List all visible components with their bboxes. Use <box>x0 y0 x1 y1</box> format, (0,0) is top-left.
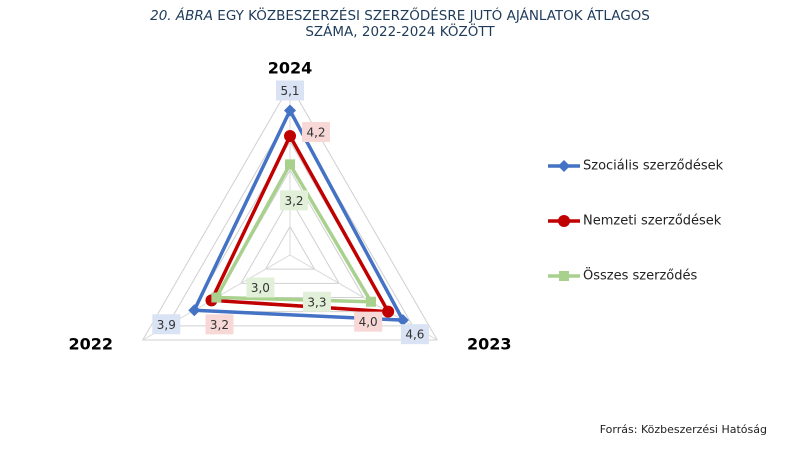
marker <box>382 305 395 318</box>
legend-label: Összes szerződés <box>583 267 697 284</box>
value-label: 3,2 <box>284 194 303 208</box>
value-label: 4,2 <box>306 126 325 140</box>
value-label: 3,0 <box>251 281 270 295</box>
marker <box>558 215 570 227</box>
marker <box>558 160 570 172</box>
legend-label: Nemzeti szerződések <box>583 214 722 229</box>
source: Forrás: Közbeszerzési Hatóság <box>600 423 767 436</box>
chart-title: 20. ÁBRA EGY KÖZBESZERZÉSI SZERZŐDÉSRE J… <box>150 8 650 40</box>
marker <box>285 159 295 170</box>
series-line <box>191 106 406 323</box>
marker <box>284 130 296 142</box>
category-label: 2023 <box>467 335 512 354</box>
label-box <box>302 122 330 142</box>
series-line <box>213 160 375 304</box>
grid-ring <box>166 112 414 327</box>
grid-ring <box>141 83 439 341</box>
label-box <box>400 324 429 345</box>
label-box <box>246 277 275 298</box>
series-line <box>208 132 392 314</box>
label-box <box>302 291 331 312</box>
category-label: 2024 <box>268 59 313 78</box>
value-label: 4,0 <box>359 315 378 329</box>
label-box <box>152 314 181 335</box>
label-box <box>354 311 383 332</box>
value-label: 3,9 <box>157 318 176 332</box>
marker <box>365 296 376 307</box>
marker <box>211 292 222 303</box>
grid-ring <box>264 225 316 270</box>
category-label: 2022 <box>69 335 114 354</box>
grid-ring <box>240 197 340 284</box>
value-label: 3,2 <box>210 318 229 332</box>
value-label: 4,6 <box>405 328 424 342</box>
marker <box>284 104 296 117</box>
marker <box>559 271 569 281</box>
title-text: EGY KÖZBESZERZÉSI SZERZŐDÉSRE JUTÓ AJÁNL… <box>217 8 650 40</box>
legend-label: Szociális szerződések <box>583 159 724 174</box>
label-box <box>280 190 308 211</box>
value-label: 3,3 <box>307 295 326 309</box>
marker <box>396 314 409 327</box>
figure-label: 20. ÁBRA <box>150 8 213 24</box>
value-label: 5,1 <box>280 84 299 98</box>
label-box <box>205 314 234 335</box>
marker <box>188 304 201 317</box>
label-box <box>276 80 304 101</box>
